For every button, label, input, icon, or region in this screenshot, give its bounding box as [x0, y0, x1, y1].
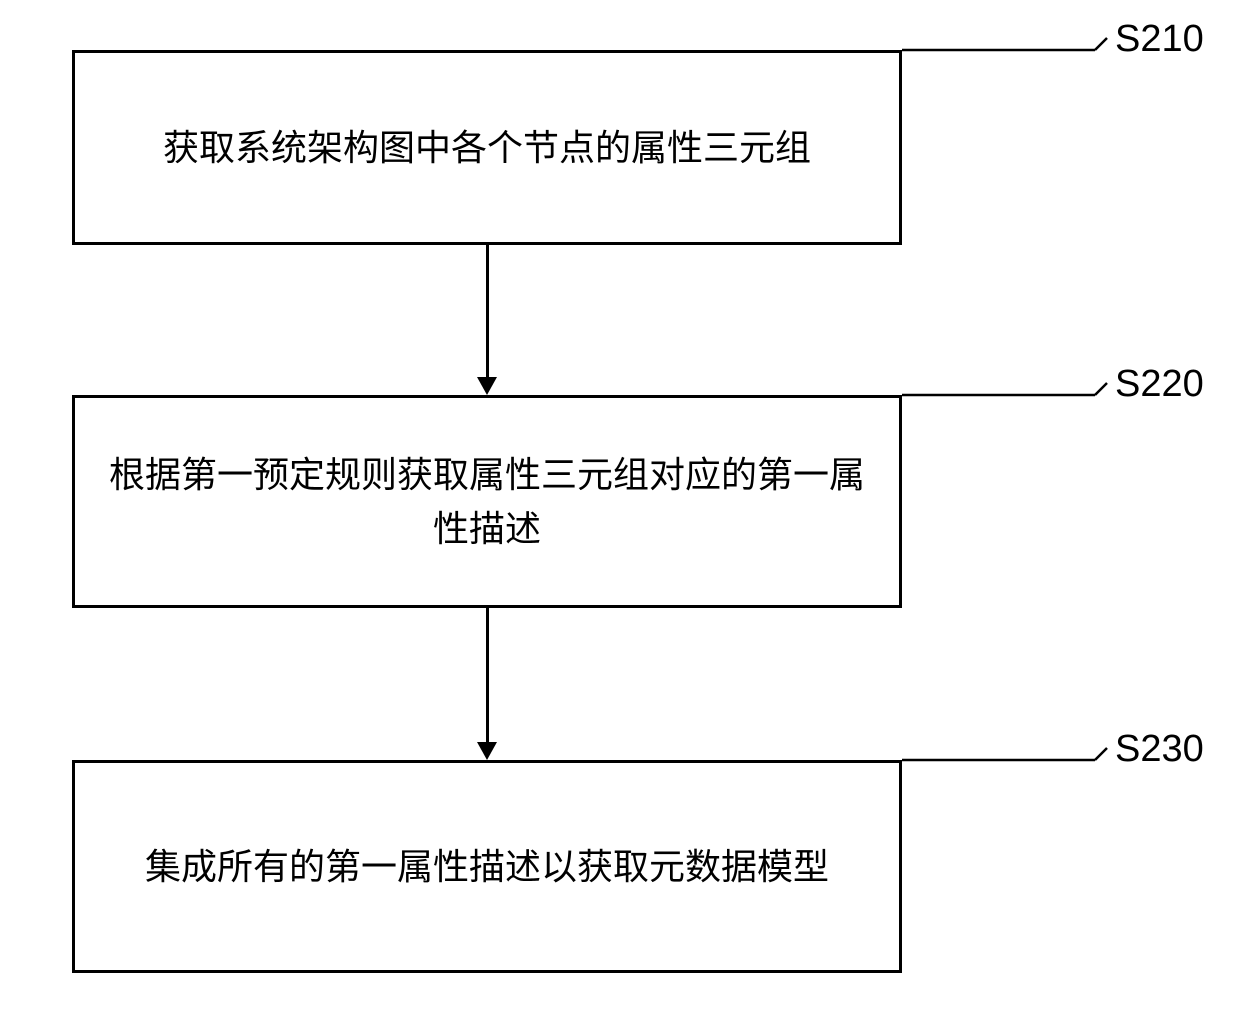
node-3-label: S230 [1115, 728, 1204, 771]
node-2-text: 根据第一预定规则获取属性三元组对应的第一属性描述 [95, 448, 879, 556]
leader-line-2 [902, 375, 1112, 400]
flowchart-node-1: 获取系统架构图中各个节点的属性三元组 [72, 50, 902, 245]
arrow-1-to-2 [486, 245, 489, 377]
arrow-head-1-to-2 [477, 377, 497, 395]
flowchart-node-2: 根据第一预定规则获取属性三元组对应的第一属性描述 [72, 395, 902, 608]
flowchart-node-3: 集成所有的第一属性描述以获取元数据模型 [72, 760, 902, 973]
node-1-label: S210 [1115, 18, 1204, 61]
node-2-label: S220 [1115, 363, 1204, 406]
node-3-text: 集成所有的第一属性描述以获取元数据模型 [145, 840, 829, 894]
arrow-2-to-3 [486, 608, 489, 742]
node-1-text: 获取系统架构图中各个节点的属性三元组 [163, 121, 811, 175]
arrow-head-2-to-3 [477, 742, 497, 760]
leader-line-3 [902, 740, 1112, 765]
leader-line-1 [902, 30, 1112, 55]
flowchart-container: 获取系统架构图中各个节点的属性三元组 S210 根据第一预定规则获取属性三元组对… [0, 0, 1240, 1030]
